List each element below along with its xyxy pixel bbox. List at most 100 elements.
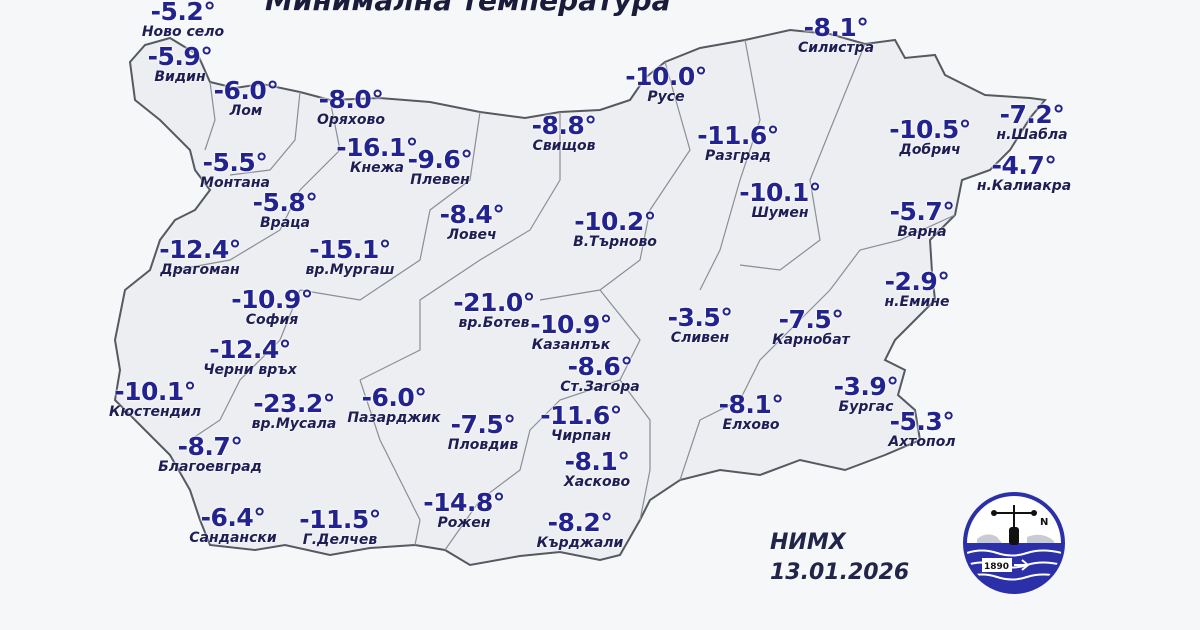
station-temp: -14.8° — [423, 488, 505, 517]
station-temp: -5.5° — [202, 148, 268, 177]
station-name: вр.Мургаш — [305, 262, 395, 278]
station-temp: -6.0° — [361, 383, 427, 412]
station-temp: -15.1° — [309, 235, 391, 264]
station-temp: -8.4° — [439, 200, 505, 229]
station-temp: -10.2° — [574, 207, 656, 236]
station-temp: -23.2° — [253, 389, 335, 418]
station-name: н.Калиакра — [976, 178, 1072, 194]
station-name: Ст.Загора — [560, 379, 640, 395]
station-name: Черни връх — [203, 362, 297, 378]
station-name: Бургас — [838, 399, 894, 415]
station-pazardzhik: -6.0° Пазарджик — [347, 383, 441, 427]
station-razgrad: -11.6° Разград — [697, 121, 779, 165]
station-temp: -9.6° — [407, 145, 473, 174]
station-burgas: -3.9° Бургас — [833, 372, 899, 416]
station-cherni-vrah: -12.4° Черни връх — [203, 335, 297, 379]
station-pleven: -9.6° Плевен — [407, 145, 473, 189]
station-name: Плевен — [410, 172, 470, 188]
station-temp: -10.9° — [231, 285, 313, 314]
station-name: Варна — [897, 224, 947, 240]
station-st-zagora: -8.6° Ст.Загора — [560, 352, 640, 396]
station-temp: -7.5° — [778, 305, 844, 334]
station-temp: -16.1° — [336, 133, 418, 162]
station-name: Елхово — [722, 417, 780, 433]
station-temp: -5.2° — [150, 0, 216, 26]
station-plovdiv: -7.5° Пловдив — [447, 412, 519, 454]
station-temp: -7.2° — [999, 100, 1065, 129]
station-temp: -8.1° — [718, 390, 784, 419]
station-name: София — [245, 312, 299, 328]
logo-compass-letter: N — [1040, 517, 1048, 528]
station-elhovo: -8.1° Елхово — [718, 390, 784, 434]
station-temp: -3.9° — [833, 372, 899, 401]
station-temp: -8.0° — [318, 85, 384, 114]
station-v-tarnovo: -10.2° В.Търново — [573, 207, 657, 251]
station-knezha: -16.1° Кнежа — [336, 133, 418, 177]
station-name: Карнобат — [772, 332, 850, 348]
station-botev: -21.0° вр.Ботев — [453, 288, 535, 332]
station-name: Г.Делчев — [302, 532, 378, 548]
station-temp: -8.2° — [547, 508, 613, 537]
station-temp: -10.1° — [114, 377, 196, 406]
station-temp: -6.0° — [213, 76, 279, 105]
station-vidin: -5.9° Видин — [147, 42, 213, 86]
station-ahtopol: -5.3° Ахтопол — [888, 407, 956, 451]
station-temp: -11.5° — [299, 505, 381, 534]
station-temp: -5.3° — [889, 407, 955, 436]
station-emine: -2.9° н.Емине — [884, 267, 950, 311]
station-temp: -21.0° — [453, 288, 535, 317]
station-name: Русе — [647, 89, 685, 105]
station-name: Ново село — [141, 24, 225, 40]
footer: НИМХ 13.01.2026 — [770, 528, 909, 588]
station-name: Кюстендил — [108, 404, 202, 420]
station-name: Чирпан — [551, 428, 611, 444]
province-borders — [174, 39, 956, 551]
station-montana: -5.5° Монтана — [200, 148, 270, 192]
station-name: вр.Мусала — [251, 416, 337, 432]
station-oryahovo: -8.0° Оряхово — [316, 85, 386, 129]
station-murgash: -15.1° вр.Мургаш — [305, 235, 395, 279]
station-temp: -10.5° — [889, 115, 971, 144]
station-name: Монтана — [200, 175, 270, 191]
station-name: Силистра — [797, 40, 875, 56]
station-temp: -2.9° — [884, 267, 950, 296]
station-temp: -11.6° — [540, 401, 622, 430]
station-temp: -3.5° — [667, 303, 733, 332]
station-temp: -8.6° — [567, 352, 633, 381]
station-svishtov: -8.8° Свищов — [532, 113, 597, 155]
station-temp: -6.4° — [200, 503, 266, 532]
station-musala: -23.2° вр.Мусала — [251, 389, 337, 433]
station-kardzhali: -8.2° Кърджали — [537, 508, 624, 552]
station-temp: -5.9° — [147, 42, 213, 71]
station-temp: -11.6° — [697, 121, 779, 150]
station-name: н.Шабла — [996, 127, 1068, 143]
station-name: Рожен — [437, 515, 491, 531]
station-blagoevgrad: -8.7° Благоевград — [158, 434, 262, 476]
station-temp: -10.9° — [530, 310, 612, 339]
station-name: Добрич — [899, 142, 961, 158]
station-ruse: -10.0° Русе — [625, 64, 707, 106]
logo-year: 1890 — [984, 562, 1009, 572]
station-name: Сливен — [670, 330, 730, 346]
station-karnobat: -7.5° Карнобат — [772, 305, 850, 349]
station-temp: -12.4° — [209, 335, 291, 364]
station-temp: -4.7° — [991, 151, 1057, 180]
station-name: Пазарджик — [347, 410, 441, 426]
station-name: вр.Ботев — [458, 315, 530, 331]
station-name: Оряхово — [316, 112, 386, 128]
station-temp: -5.8° — [252, 188, 318, 217]
station-dobrich: -10.5° Добрич — [889, 115, 971, 159]
station-name: Шумен — [751, 205, 809, 221]
station-sliven: -3.5° Сливен — [667, 303, 733, 347]
station-name: Ахтопол — [888, 434, 956, 450]
station-name: Разград — [705, 148, 771, 164]
station-name: Пловдив — [447, 437, 519, 453]
station-chirpan: -11.6° Чирпан — [540, 401, 622, 445]
station-name: н.Емине — [884, 294, 950, 310]
station-dragoman: -12.4° Драгоман — [159, 235, 241, 279]
station-temp: -12.4° — [159, 235, 241, 264]
station-name: Кнежа — [350, 160, 404, 176]
station-name: Казанлък — [531, 337, 611, 353]
station-name: Ловеч — [447, 227, 497, 243]
